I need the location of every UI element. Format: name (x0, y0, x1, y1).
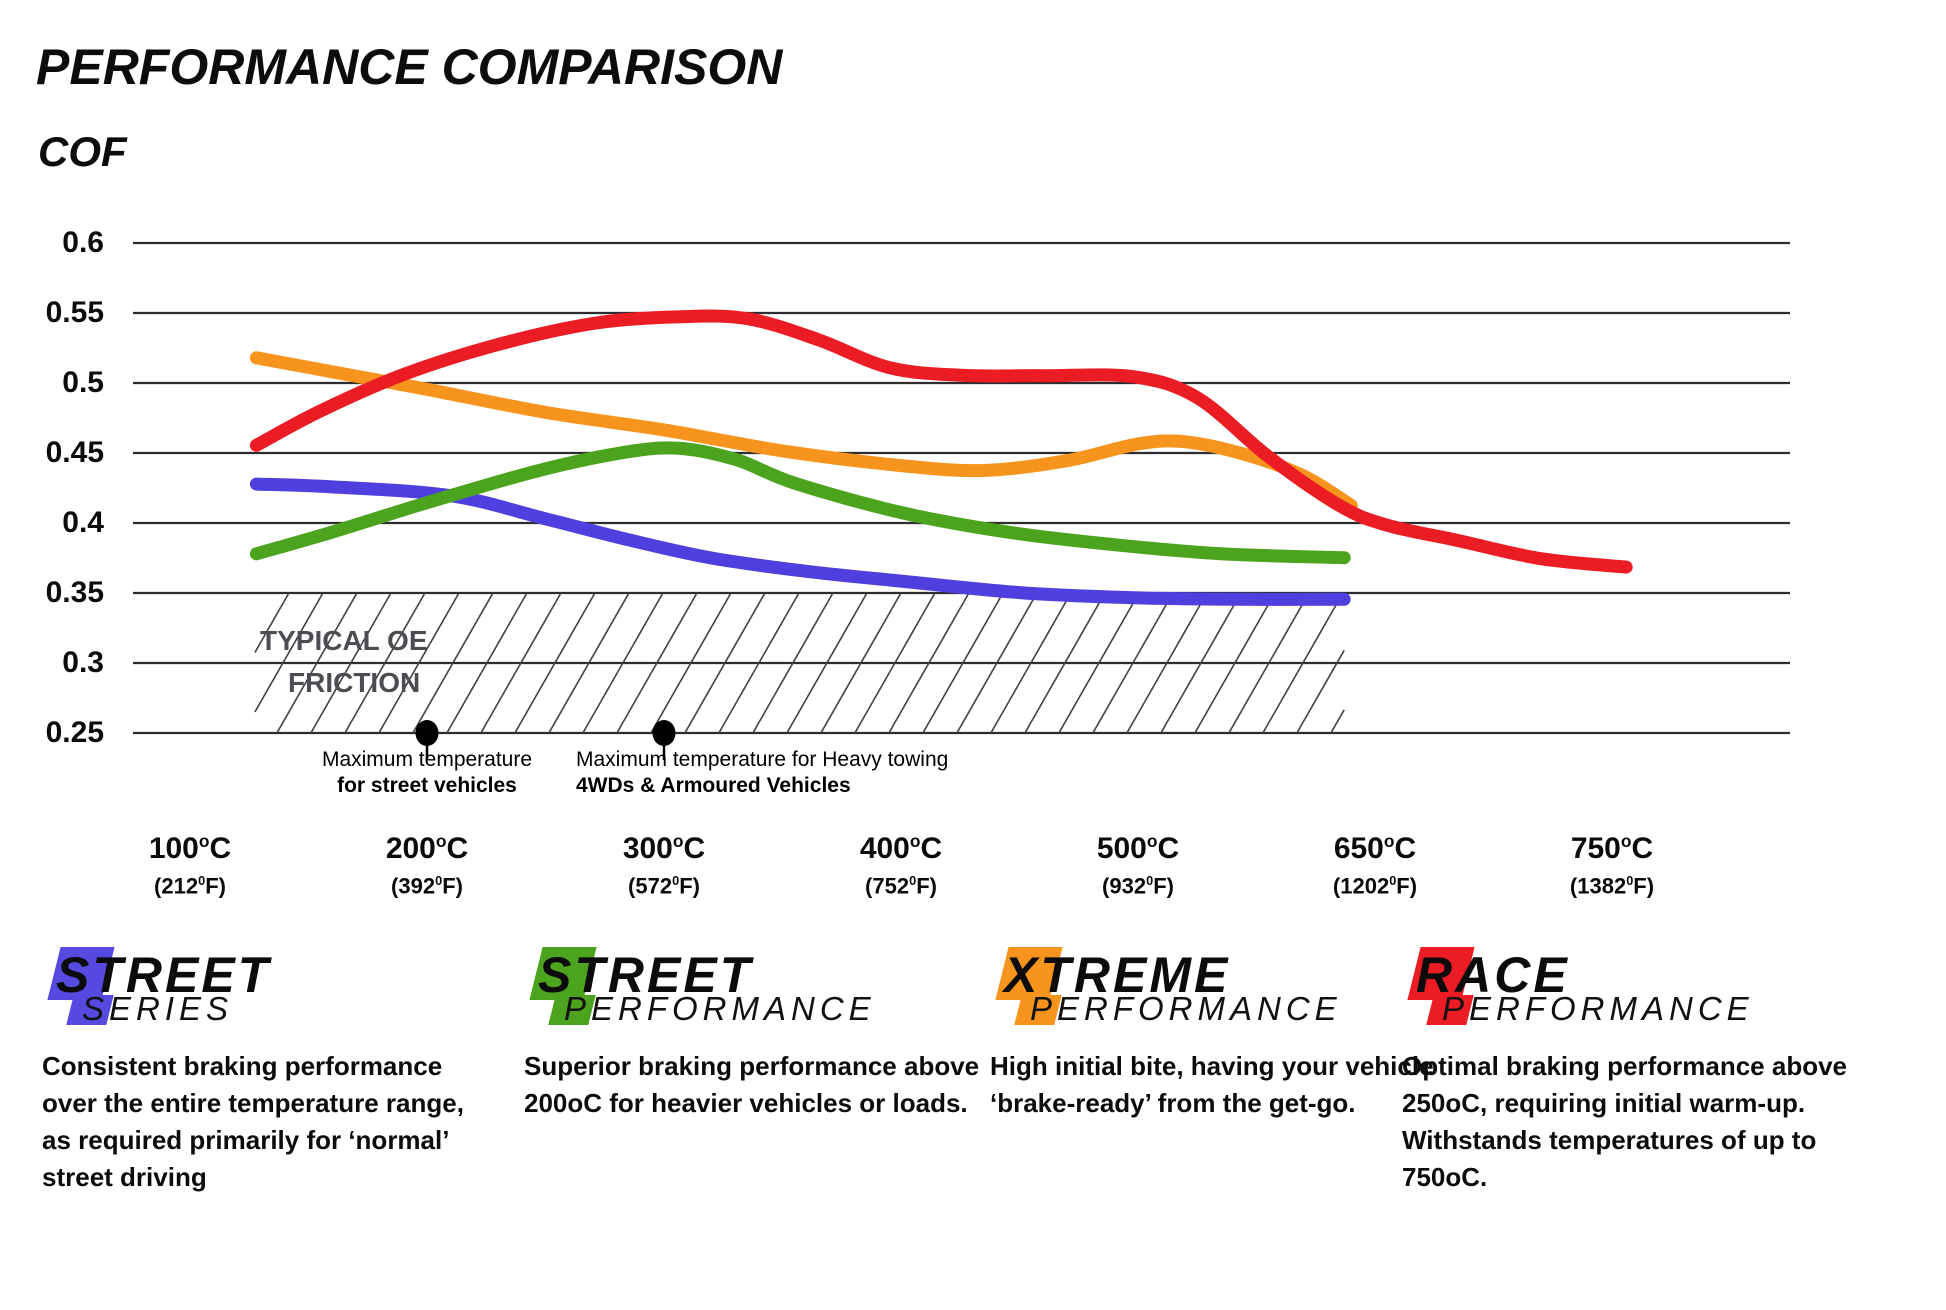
hatch-line (276, 592, 358, 734)
y-axis-title: COF (38, 128, 127, 175)
x-tick-label-fahrenheit: (2120F) (154, 873, 226, 899)
x-tick-label: 750oC (13820F) (1517, 824, 1707, 901)
hatch-line (888, 592, 970, 734)
y-tick-label: 0.5 (62, 366, 104, 399)
hatch-line (1262, 592, 1344, 734)
hatch-line (1330, 709, 1345, 734)
x-tick-label: 200oC (3920F) (332, 824, 522, 901)
x-tick-label-celsius: 100oC (148, 831, 232, 865)
x-tick-label-fahrenheit: (7520F) (865, 873, 937, 899)
series-line-race-performance (249, 309, 1633, 574)
x-tick-label-fahrenheit: (3920F) (391, 873, 463, 899)
annotation-street-vehicles: Maximum temperature for street vehicles (267, 747, 587, 799)
legend-word2: PERFORMANCE (1442, 990, 1754, 1027)
legend-word2: PERFORMANCE (1030, 990, 1342, 1027)
hatch-line (1160, 592, 1242, 734)
legend-word2: PERFORMANCE (564, 990, 876, 1027)
x-tick-label: 500oC (9320F) (1043, 824, 1233, 901)
legend-word1: XTREME (1004, 947, 1231, 1003)
hatch-line (1228, 592, 1310, 734)
hatch-line (310, 592, 392, 734)
annotation-heavy-towing: Maximum temperature for Heavy towing 4WD… (576, 747, 1056, 799)
hatch-line (344, 592, 426, 734)
legend-word2: SERIES (82, 990, 234, 1027)
hatch-line (582, 592, 664, 734)
x-tick-label-celsius: 200oC (385, 831, 469, 865)
hatch-line (752, 592, 834, 734)
hatch-line (378, 592, 460, 734)
hatch-line (254, 592, 324, 713)
series-line-xtreme-performance (249, 351, 1358, 512)
legend-word1: RACE (1416, 947, 1570, 1003)
hatch-line (650, 592, 732, 734)
legend-description: High initial bite, having your vehicle ‘… (990, 1051, 1434, 1118)
hatch-line (820, 592, 902, 734)
annotation-dot (652, 720, 676, 746)
y-tick-label: 0.55 (45, 296, 104, 329)
x-tick-label-celsius: 400oC (859, 831, 943, 865)
hatch-line (548, 592, 630, 734)
hatch-line (616, 592, 698, 734)
hatch-line (922, 592, 1004, 734)
legend-word1: STREET (56, 947, 272, 1003)
y-tick-label: 0.25 (45, 716, 104, 749)
typical-oe-friction-label: TYPICAL OE FRICTION (260, 620, 428, 704)
annotation-street-line2: for street vehicles (337, 774, 517, 797)
hatch-line (480, 592, 562, 734)
typical-oe-label-line1: TYPICAL OE (260, 625, 428, 656)
hatch-line (1296, 649, 1345, 734)
legend-street-series: STREET SERIES Consistent braking perform… (42, 946, 508, 1246)
hatch-line (990, 592, 1072, 734)
hatch-line (854, 592, 936, 734)
legend-race-performance: RACE PERFORMANCE Optimal braking perform… (1402, 946, 1868, 1246)
y-tick-label: 0.6 (62, 226, 104, 259)
legend-street-performance: STREET PERFORMANCE Superior braking perf… (524, 946, 990, 1246)
annotation-towing-line1: Maximum temperature for Heavy towing (576, 748, 949, 771)
typical-oe-label-line2: FRICTION (288, 667, 421, 698)
legend-xtreme-performance: XTREME PERFORMANCE High initial bite, ha… (990, 946, 1456, 1246)
page-title: PERFORMANCE COMPARISON (36, 39, 783, 95)
series-line-street-performance (249, 441, 1351, 565)
x-tick-label: 650oC (12020F) (1280, 824, 1470, 901)
x-tick-label-fahrenheit: (5720F) (628, 873, 700, 899)
hatch-line (786, 592, 868, 734)
annotation-dot (415, 720, 439, 746)
x-tick-label-fahrenheit: (13820F) (1569, 873, 1655, 899)
y-tick-label: 0.45 (45, 436, 104, 469)
hatch-line (1058, 592, 1140, 734)
legend-description: Superior braking performance above 200oC… (524, 1051, 980, 1118)
legend-description: Consistent braking performance over the … (42, 1051, 464, 1192)
hatch-line (1024, 592, 1106, 734)
legend-description: Optimal braking performance above 250oC,… (1402, 1051, 1848, 1192)
x-tick-label-fahrenheit: (12020F) (1332, 873, 1418, 899)
hatch-line (1126, 592, 1208, 734)
hatch-line (514, 592, 596, 734)
annotation-street-line1: Maximum temperature (321, 748, 533, 771)
hatch-line (446, 592, 528, 734)
x-tick-label-celsius: 750oC (1570, 831, 1654, 865)
legend-word1: STREET (538, 947, 754, 1003)
x-tick-label: 300oC (5720F) (569, 824, 759, 901)
x-tick-label-celsius: 650oC (1333, 831, 1417, 865)
hatch-line (956, 592, 1038, 734)
x-tick-label-celsius: 500oC (1096, 831, 1180, 865)
annotation-towing-line2: 4WDs & Armoured Vehicles (576, 774, 851, 797)
hatch-line (1092, 592, 1174, 734)
x-tick-label-celsius: 300oC (622, 831, 706, 865)
hatch-line (412, 592, 494, 734)
hatch-line (1194, 592, 1276, 734)
hatch-line (718, 592, 800, 734)
y-tick-label: 0.4 (62, 506, 104, 539)
x-tick-label: 400oC (7520F) (806, 824, 996, 901)
hatch-line (254, 592, 290, 653)
x-tick-label-fahrenheit: (9320F) (1102, 873, 1174, 899)
hatch-line (684, 592, 766, 734)
y-tick-label: 0.35 (45, 576, 104, 609)
y-tick-label: 0.3 (62, 646, 104, 679)
x-tick-label: 100oC (2120F) (95, 824, 285, 901)
